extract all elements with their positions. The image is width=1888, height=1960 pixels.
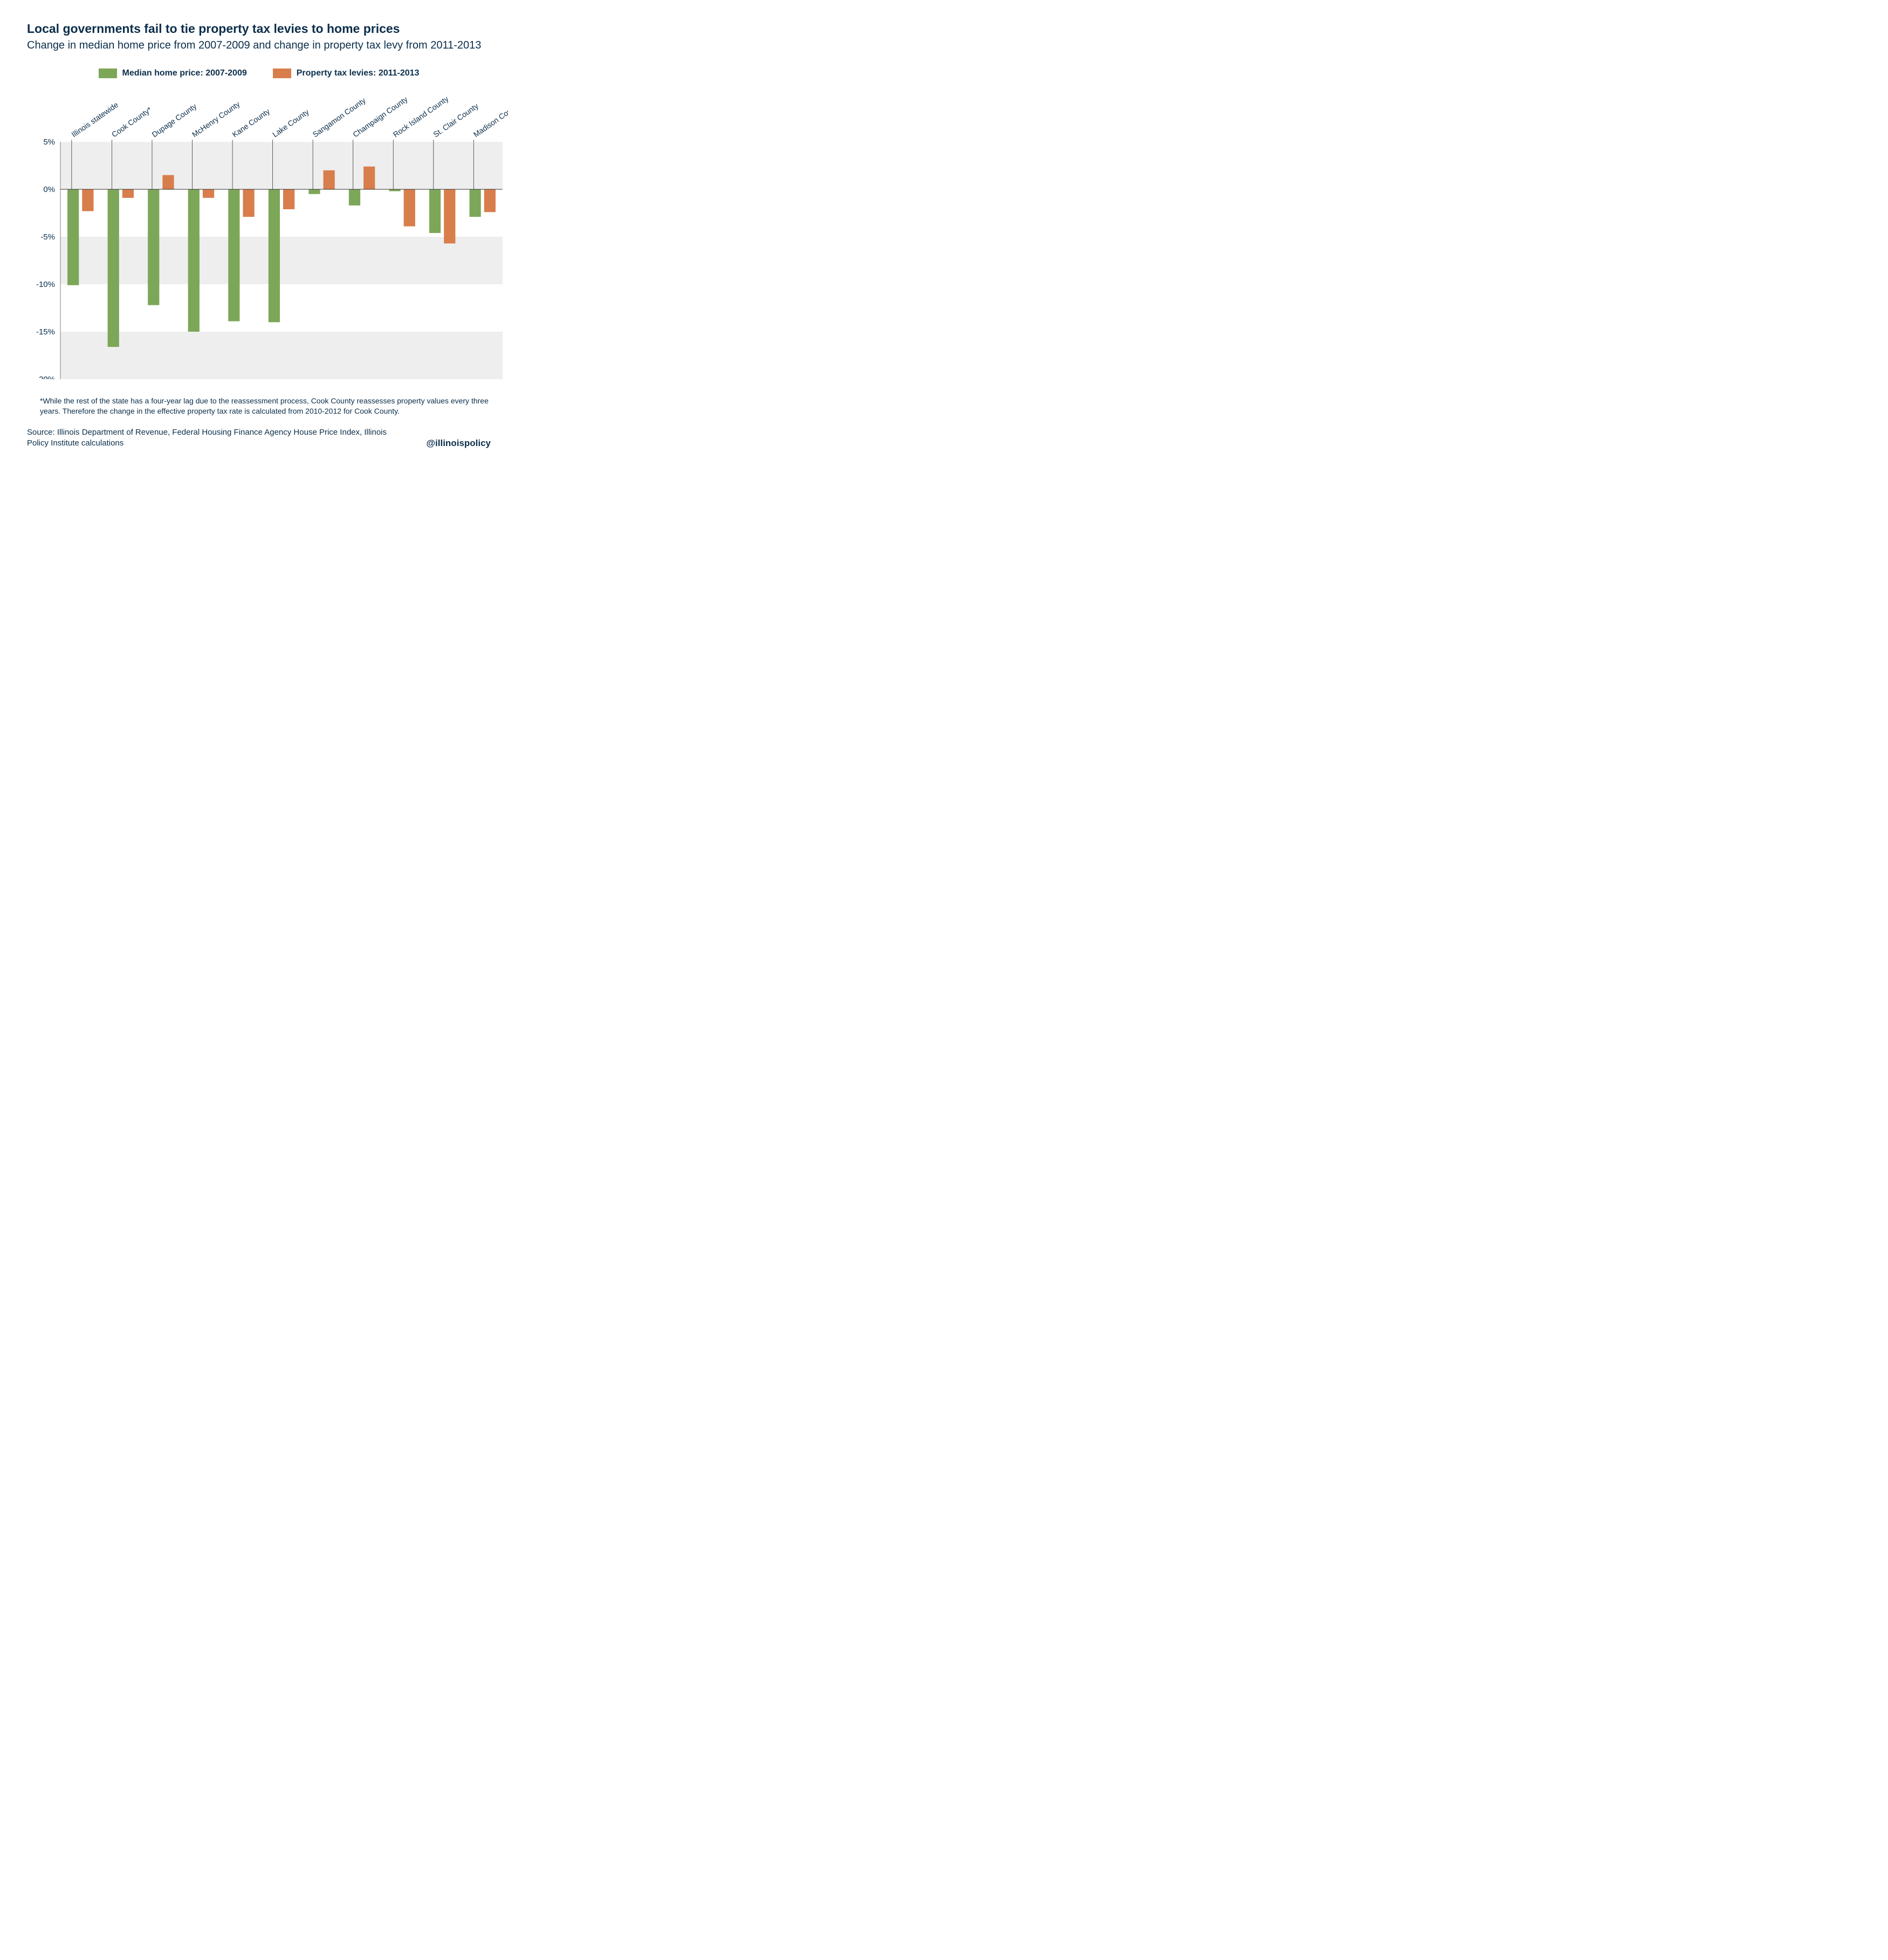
grid-band — [60, 142, 503, 189]
bar-tax_levy — [82, 189, 93, 211]
legend: Median home price: 2007-2009 Property ta… — [27, 68, 491, 78]
bar-tax_levy — [324, 170, 335, 189]
bar-tax_levy — [243, 189, 254, 217]
bar-home_price — [470, 189, 481, 217]
bar-tax_levy — [363, 167, 375, 189]
chart-svg: 5%0%-5%-10%-15%-20%Illinois statewideCoo… — [27, 89, 508, 379]
grid-band — [60, 332, 503, 379]
legend-swatch-tax-levy — [273, 68, 291, 78]
y-tick-label: -20% — [36, 375, 55, 379]
bar-home_price — [349, 189, 360, 205]
source-text: Source: Illinois Department of Revenue, … — [27, 427, 394, 449]
bar-home_price — [188, 189, 200, 332]
y-tick-label: -15% — [36, 327, 55, 337]
bar-home_price — [108, 189, 119, 347]
bar-home_price — [308, 189, 320, 194]
bar-tax_levy — [404, 189, 415, 227]
bar-home_price — [429, 189, 441, 233]
y-tick-label: 5% — [43, 138, 55, 147]
bar-home_price — [148, 189, 159, 305]
bar-home_price — [228, 189, 239, 321]
y-tick-label: -10% — [36, 280, 55, 289]
grid-band — [60, 284, 503, 332]
category-label: Cook County* — [110, 105, 153, 139]
y-tick-label: -5% — [40, 232, 55, 242]
bar-home_price — [269, 189, 280, 322]
chart-title: Local governments fail to tie property t… — [27, 22, 491, 36]
category-label: Kane County — [231, 107, 271, 139]
legend-label-tax-levy: Property tax levies: 2011-2013 — [297, 68, 420, 78]
bar-tax_levy — [122, 189, 134, 198]
bar-tax_levy — [203, 189, 214, 198]
chart: 5%0%-5%-10%-15%-20%Illinois statewideCoo… — [27, 89, 491, 382]
bar-home_price — [67, 189, 79, 285]
social-handle: @illinoispolicy — [426, 438, 491, 449]
legend-label-home-price: Median home price: 2007-2009 — [122, 68, 247, 78]
bar-home_price — [389, 189, 400, 191]
bar-tax_levy — [283, 189, 294, 209]
footnote: *While the rest of the state has a four-… — [27, 396, 491, 416]
legend-swatch-home-price — [99, 68, 117, 78]
chart-subtitle: Change in median home price from 2007-20… — [27, 38, 491, 52]
category-label: Lake County — [271, 107, 311, 139]
legend-item-tax-levy: Property tax levies: 2011-2013 — [273, 68, 420, 78]
bar-tax_levy — [162, 175, 174, 189]
y-tick-label: 0% — [43, 185, 55, 194]
bar-tax_levy — [444, 189, 455, 243]
bar-tax_levy — [484, 189, 496, 212]
legend-item-home-price: Median home price: 2007-2009 — [99, 68, 247, 78]
grid-band — [60, 237, 503, 284]
